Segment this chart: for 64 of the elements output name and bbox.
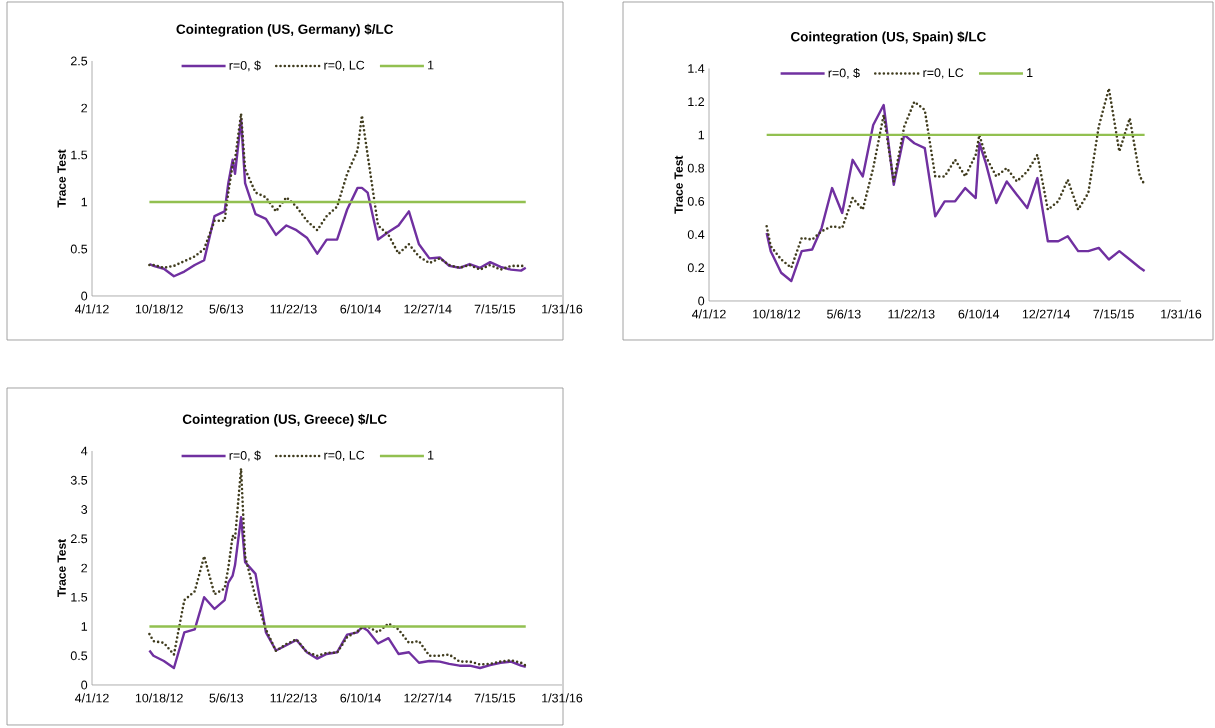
x-tick-label: 11/22/13 (270, 693, 317, 703)
y-tick-label: 0.8 (687, 163, 705, 173)
y-axis-title: Trace Test (57, 149, 66, 208)
legend-label: 1 (428, 60, 434, 70)
y-tick-label: 0 (81, 291, 88, 301)
y-tick-label: 0.6 (687, 196, 705, 206)
x-tick-label: 1/31/16 (542, 693, 583, 703)
y-tick-label: 0.4 (687, 230, 705, 239)
line-series (148, 467, 528, 667)
y-tick-label: 2.5 (70, 534, 88, 544)
y-tick-label: 3.5 (70, 475, 88, 485)
legend-label: r=0, $ (229, 450, 261, 462)
legend-label: 1 (428, 450, 434, 460)
x-tick-label: 6/10/14 (340, 693, 381, 703)
y-tick-label: 1.5 (71, 150, 88, 160)
y-tick-label: 2.5 (70, 56, 88, 66)
x-tick-label: 4/1/12 (691, 309, 726, 319)
x-tick-label: 10/18/12 (753, 309, 801, 319)
y-tick-label: 1.5 (71, 592, 88, 602)
y-axis-title: Trace Test (57, 539, 66, 597)
x-tick-label: 12/27/14 (404, 304, 452, 314)
chart-title: Cointegration (US, Germany) $/LC (176, 23, 394, 37)
x-tick-label: 10/18/12 (135, 693, 183, 703)
y-tick-label: 1 (698, 130, 705, 140)
legend-label: r=0, $ (828, 68, 860, 79)
y-tick-label: 4 (81, 446, 88, 456)
x-tick-label: 1/31/16 (1161, 309, 1202, 319)
x-tick-label: 11/22/13 (888, 309, 935, 319)
x-tick-label: 6/10/14 (958, 309, 1000, 319)
x-tick-label: 6/10/14 (340, 304, 381, 314)
y-tick-label: 0 (698, 296, 705, 306)
legend-label: r=0, LC (324, 450, 365, 462)
legend-label: r=0, LC (923, 68, 964, 79)
y-tick-label: 2 (81, 563, 88, 573)
x-tick-label: 12/27/14 (1022, 309, 1071, 319)
x-tick-label: 4/1/12 (74, 693, 109, 703)
y-tick-label: 0.5 (70, 244, 88, 254)
y-tick-label: 1 (81, 197, 88, 207)
x-tick-label: 7/15/15 (474, 693, 516, 703)
x-tick-label: 1/31/16 (542, 304, 583, 314)
legend-label: r=0, LC (324, 60, 365, 72)
legend-label: r=0, $ (229, 60, 261, 72)
x-tick-label: 4/1/12 (74, 304, 109, 314)
chart-title: Cointegration (US, Spain) $/LC (791, 31, 986, 45)
x-tick-label: 7/15/15 (1093, 309, 1134, 319)
x-tick-label: 7/15/15 (474, 304, 516, 314)
x-tick-label: 12/27/14 (404, 693, 452, 703)
y-tick-label: 0.5 (70, 651, 88, 661)
y-tick-label: 0.2 (687, 263, 705, 273)
x-tick-label: 5/6/13 (209, 304, 244, 314)
y-tick-label: 1.2 (688, 97, 705, 107)
x-tick-label: 11/22/13 (270, 304, 317, 314)
y-axis-title: Trace Test (674, 155, 683, 214)
y-tick-label: 3 (81, 505, 88, 514)
chart-title: Cointegration (US, Greece) $/LC (182, 413, 387, 427)
y-tick-label: 0 (81, 680, 88, 690)
x-tick-label: 5/6/13 (827, 309, 861, 319)
legend-label: 1 (1027, 68, 1033, 77)
line-series (148, 515, 527, 670)
y-tick-label: 1.4 (688, 64, 705, 73)
x-tick-label: 10/18/12 (135, 304, 183, 314)
x-tick-label: 5/6/13 (209, 693, 244, 703)
y-tick-label: 1 (81, 622, 88, 631)
y-tick-label: 2 (81, 103, 88, 113)
